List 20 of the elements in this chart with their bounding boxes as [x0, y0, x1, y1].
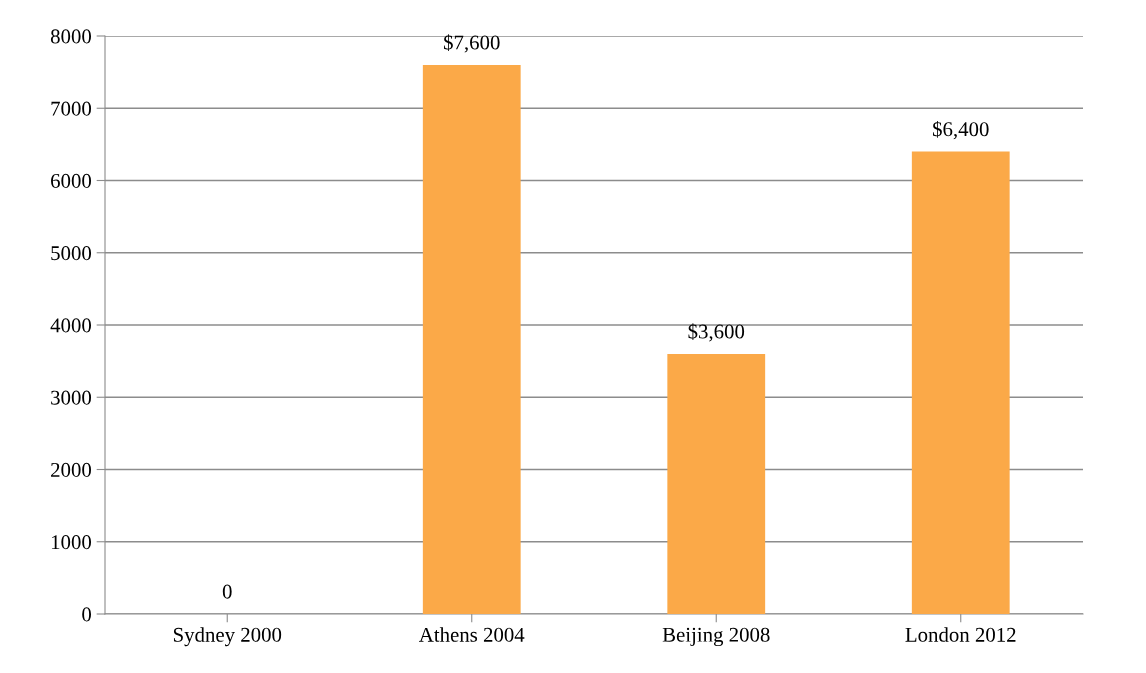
x-tick-label: Sydney 2000 — [173, 627, 282, 647]
x-tick-label: Athens 2004 — [419, 627, 525, 642]
y-tick-label: 0 — [82, 607, 92, 622]
y-tick-label: 6000 — [51, 173, 92, 188]
y-tick-label: 3000 — [51, 390, 92, 405]
y-tick-label: 2000 — [51, 462, 92, 477]
y-tick-label: 4000 — [50, 318, 92, 333]
data-label: $3,600 — [688, 323, 745, 342]
y-tick-label: 7000 — [51, 101, 92, 116]
x-tick-label: London 2012 — [905, 627, 1016, 642]
bar — [667, 353, 766, 614]
bar — [911, 151, 1010, 614]
bar — [422, 64, 521, 614]
y-tick-label: 8000 — [50, 29, 92, 44]
data-label: $7,600 — [444, 34, 500, 53]
y-tick-label: 5000 — [51, 246, 92, 261]
data-label: 0 — [222, 584, 232, 599]
data-label: $6,400 — [933, 120, 989, 140]
y-tick-label: 1000 — [51, 535, 92, 550]
x-tick-label: Beijing 2008 — [662, 627, 770, 647]
